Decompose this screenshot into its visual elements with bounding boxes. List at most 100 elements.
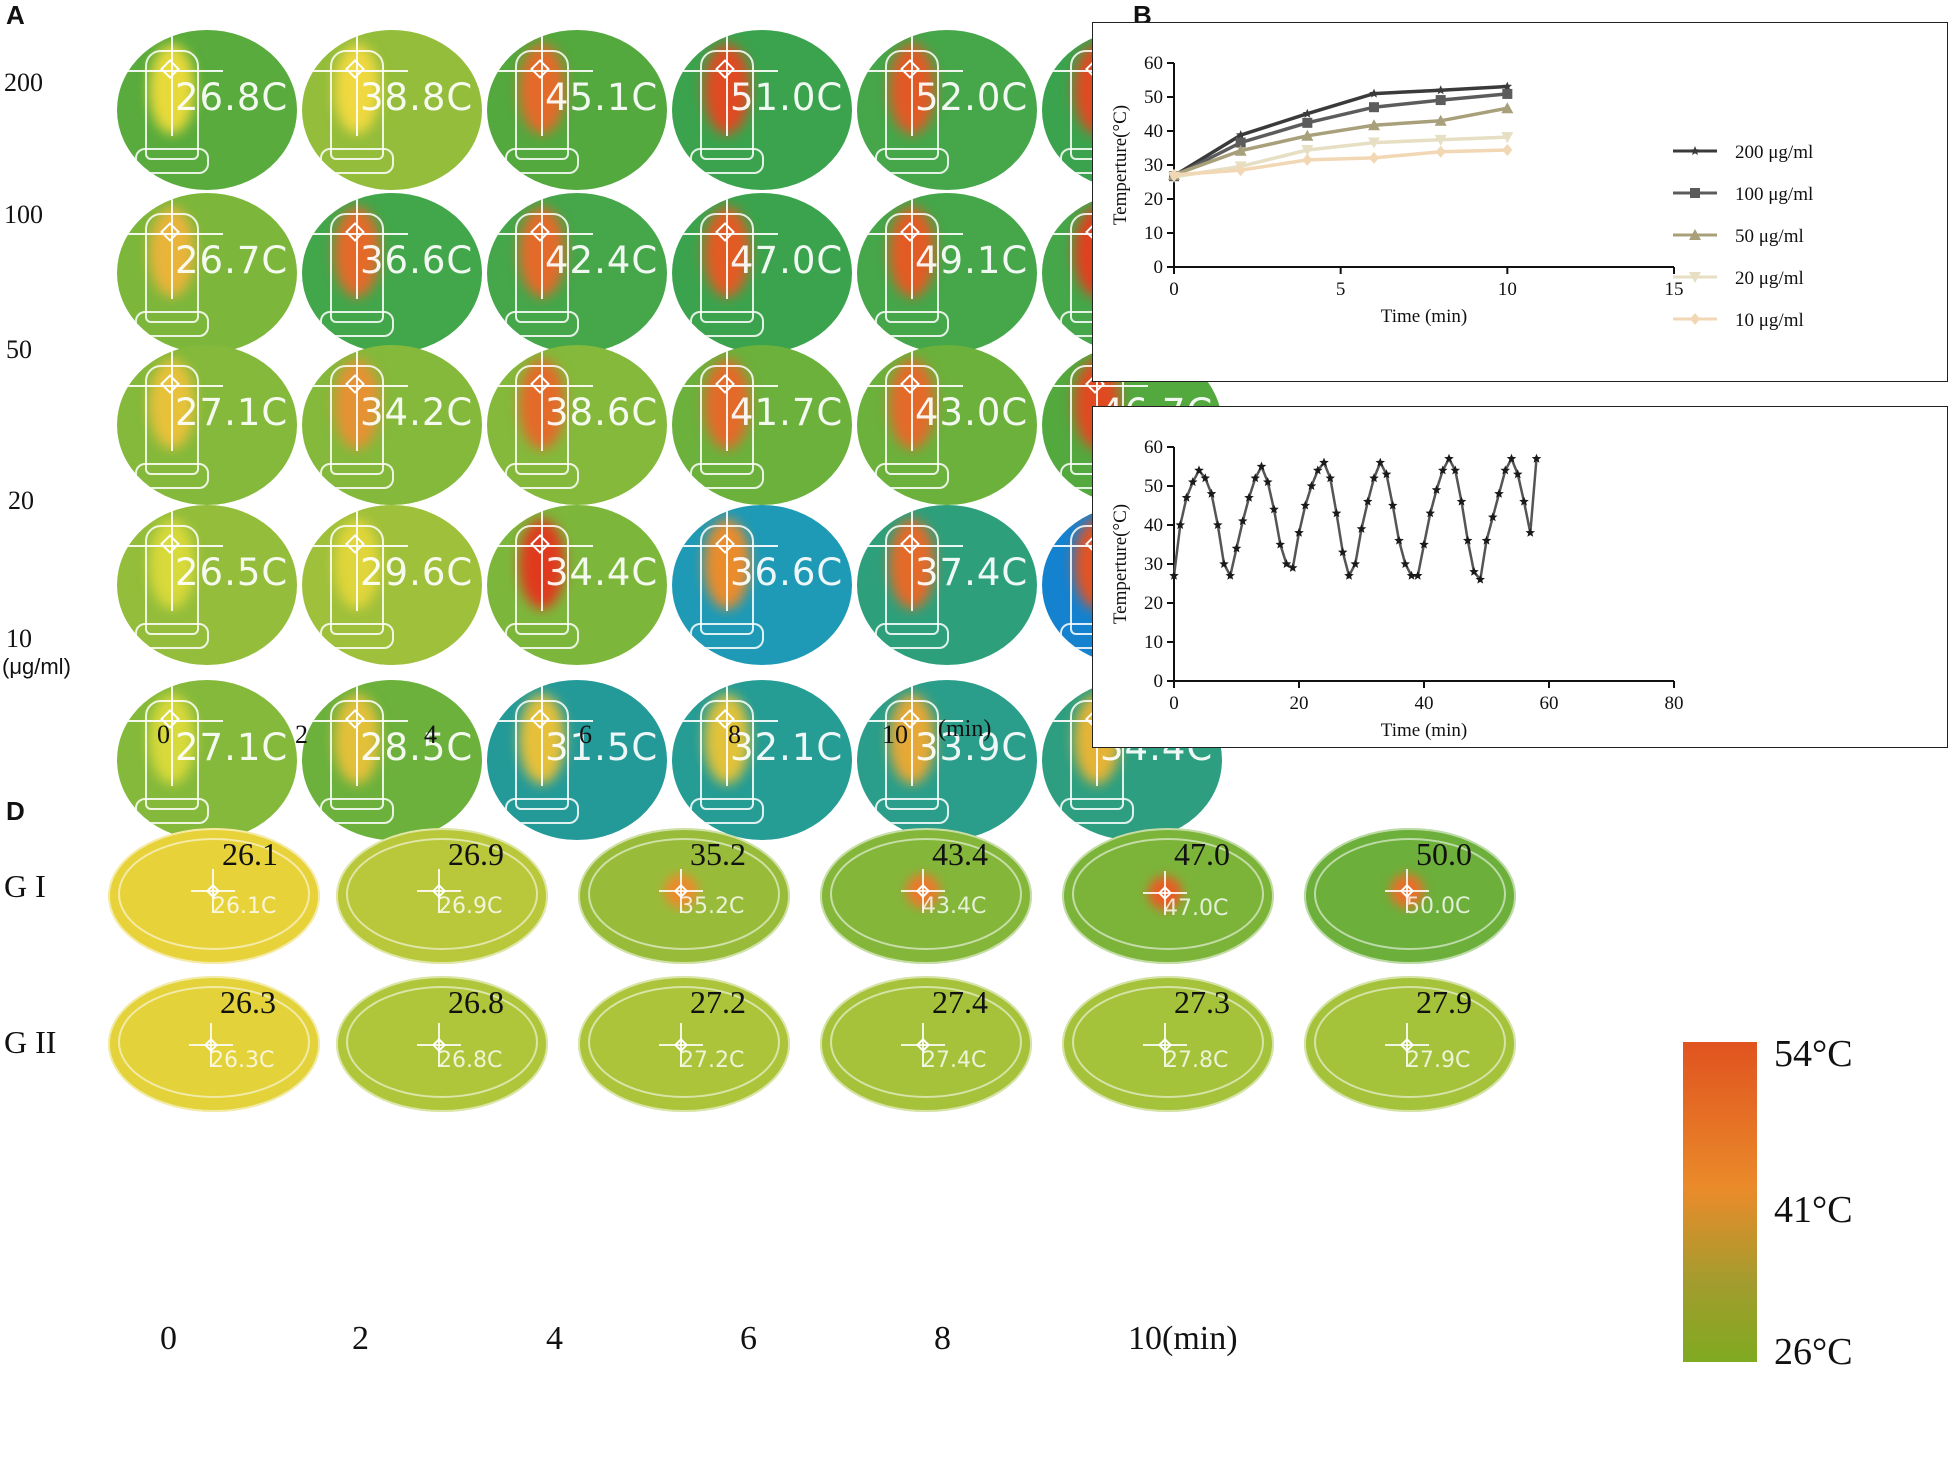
tube-base-outline: [135, 463, 209, 489]
temperature-reading: 52.0C: [915, 76, 1028, 119]
temperature-reading: 26.7C: [175, 239, 288, 282]
tube-base-outline: [875, 311, 949, 337]
tube-base-outline: [875, 798, 949, 824]
petri-dish-image: 26.9C: [336, 828, 548, 964]
data-point-star: [1526, 528, 1536, 537]
dish-temperature-label: 26.3: [220, 984, 276, 1021]
panel-letter-d: D: [6, 796, 25, 827]
panel-b-line-chart: 0 5 10 150102030405060Time (min)Temperture(…: [1093, 23, 1947, 381]
panel-b-chart-frame: 0 5 10 15 0 10 20 30 40 50 60 Time (min) Temperture(…: [1092, 22, 1948, 382]
dish-temperature-label: 47.0: [1174, 836, 1230, 873]
crosshair-v: [356, 199, 358, 299]
crosshair-v: [911, 511, 913, 611]
data-point-star: [1288, 563, 1298, 572]
row-label-g1: G I: [4, 868, 46, 905]
tube-base-outline: [135, 148, 209, 174]
crosshair-v: [911, 36, 913, 136]
tube-base-outline: [875, 463, 949, 489]
petri-dish-image: 50.0C: [1304, 828, 1516, 964]
y-tick-label: 0: [1154, 671, 1164, 692]
tube-base-outline: [505, 623, 579, 649]
thermal-image: 32.1C: [672, 680, 852, 840]
crosshair-v: [726, 351, 728, 451]
row-label-100: 100: [4, 200, 43, 230]
thermal-image: 26.7C: [117, 193, 297, 353]
temperature-reading: 38.6C: [545, 391, 658, 434]
dish-reading: 27.4C: [922, 1048, 986, 1073]
dish-reading: 26.9C: [438, 894, 502, 919]
x-tick-label: 0: [1169, 279, 1179, 300]
dish-temperature-label: 27.3: [1174, 984, 1230, 1021]
crosshair-v: [726, 36, 728, 136]
tube-base-outline: [690, 463, 764, 489]
x-tick-label: 10: [1498, 279, 1517, 300]
temperature-reading: 49.1C: [915, 239, 1028, 282]
temperature-reading: 42.4C: [545, 239, 658, 282]
y-tick-label: 10: [1144, 223, 1163, 244]
col-label-4: 4: [424, 720, 437, 750]
crosshair-v: [356, 36, 358, 136]
y-axis-label: Temperture(°C): [1110, 105, 1131, 225]
x-tick-label: 0: [1169, 693, 1179, 714]
x-axis-label: Time (min): [1381, 720, 1467, 741]
thermal-image: 29.6C: [302, 505, 482, 665]
thermal-image: 31.5C: [487, 680, 667, 840]
data-point-star: [1436, 85, 1446, 94]
y-tick-label: 50: [1144, 476, 1163, 497]
temperature-reading: 43.0C: [915, 391, 1028, 434]
thermal-image: 33.9C: [857, 680, 1037, 840]
crosshair-v: [911, 199, 913, 299]
legend-entry: 20 μg/ml: [1735, 268, 1804, 289]
legend-entry: 100 μg/ml: [1735, 184, 1813, 205]
col-label-6: 6: [579, 720, 592, 750]
crosshair-v: [171, 36, 173, 136]
thermal-image: 43.0C: [857, 345, 1037, 505]
colorbar-mid-label: 41°C: [1774, 1188, 1853, 1232]
temperature-reading: 32.1C: [730, 726, 843, 769]
tube-base-outline: [135, 623, 209, 649]
thermal-image: 38.8C: [302, 30, 482, 190]
data-point-star: [1690, 146, 1700, 155]
series-line: [1174, 108, 1507, 175]
thermal-image: 36.6C: [302, 193, 482, 353]
y-tick-label: 40: [1144, 121, 1163, 142]
y-tick-label: 10: [1144, 632, 1163, 653]
series-line: [1174, 150, 1507, 175]
crosshair-v: [911, 351, 913, 451]
temperature-reading: 41.7C: [730, 391, 843, 434]
d-col-label-6: 6: [740, 1320, 757, 1358]
petri-dish-image: 26.3C: [108, 976, 320, 1112]
tube-base-outline: [320, 623, 394, 649]
y-tick-label: 60: [1144, 437, 1163, 458]
crosshair-v: [911, 686, 913, 786]
thermal-image: 27.1C: [117, 345, 297, 505]
petri-dish-image: 43.4C: [820, 828, 1032, 964]
data-point-square: [1302, 118, 1312, 128]
petri-dish-image: 27.8C: [1062, 976, 1274, 1112]
tube-base-outline: [320, 798, 394, 824]
dish-temperature-label: 26.8: [448, 984, 504, 1021]
y-tick-label: 30: [1144, 554, 1163, 575]
row-label-unit: (μg/ml): [2, 654, 71, 680]
thermal-image: 52.0C: [857, 30, 1037, 190]
dish-reading: 26.3C: [210, 1048, 274, 1073]
dish-reading: 26.8C: [438, 1048, 502, 1073]
petri-dish-image: 27.2C: [578, 976, 790, 1112]
dish-temperature-label: 27.4: [932, 984, 988, 1021]
tube-base-outline: [690, 623, 764, 649]
dish-reading: 50.0C: [1406, 894, 1470, 919]
dish-temperature-label: 26.1: [222, 836, 278, 873]
x-tick-label: 40: [1415, 693, 1434, 714]
row-label-200: 200: [4, 68, 43, 98]
tube-base-outline: [135, 311, 209, 337]
crosshair-v: [541, 351, 543, 451]
thermal-image: 34.2C: [302, 345, 482, 505]
dish-temperature-label: 50.0: [1416, 836, 1472, 873]
dish-reading: 27.9C: [1406, 1048, 1470, 1073]
data-point-square: [1369, 102, 1379, 112]
y-tick-label: 20: [1144, 189, 1163, 210]
x-tick-label: 15: [1665, 279, 1684, 300]
d-col-label-0: 0: [160, 1320, 177, 1358]
dish-reading: 27.8C: [1164, 1048, 1228, 1073]
petri-dish-image: 26.1C: [108, 828, 320, 964]
